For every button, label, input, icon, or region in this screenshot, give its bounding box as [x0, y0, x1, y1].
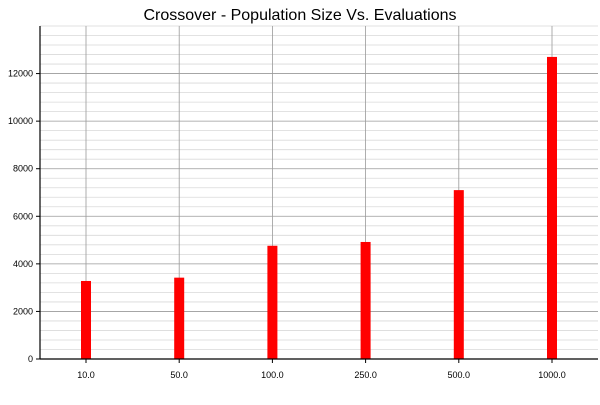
- bar: [453, 190, 464, 359]
- y-tick-label: 12000: [8, 69, 33, 79]
- y-tick-label: 4000: [13, 259, 33, 269]
- grid-layer: [40, 25, 598, 359]
- bar: [547, 56, 557, 360]
- bar: [81, 280, 91, 359]
- x-tick-label: 1000.0: [538, 370, 566, 380]
- chart-title: Crossover - Population Size Vs. Evaluati…: [143, 7, 456, 24]
- bar: [267, 245, 278, 359]
- y-tick-label: 10000: [8, 116, 33, 126]
- axis-layer: [36, 26, 598, 363]
- x-tick-label: 100.0: [261, 370, 284, 380]
- x-tick-label: 50.0: [170, 370, 188, 380]
- label-layer: 0 2000 4000 6000 8000 10000 12000 10.0 50.0 100.0…: [8, 69, 566, 380]
- x-tick-label: 500.0: [448, 370, 471, 380]
- y-tick-label: 0: [28, 354, 33, 364]
- bar-layer: [81, 56, 557, 360]
- y-tick-label: 8000: [13, 164, 33, 174]
- bar: [360, 241, 371, 359]
- y-tick-label: 6000: [13, 211, 33, 221]
- x-tick-label: 250.0: [354, 370, 377, 380]
- x-tick-label: 10.0: [77, 370, 95, 380]
- bar: [174, 277, 185, 359]
- y-tick-label: 2000: [13, 306, 33, 316]
